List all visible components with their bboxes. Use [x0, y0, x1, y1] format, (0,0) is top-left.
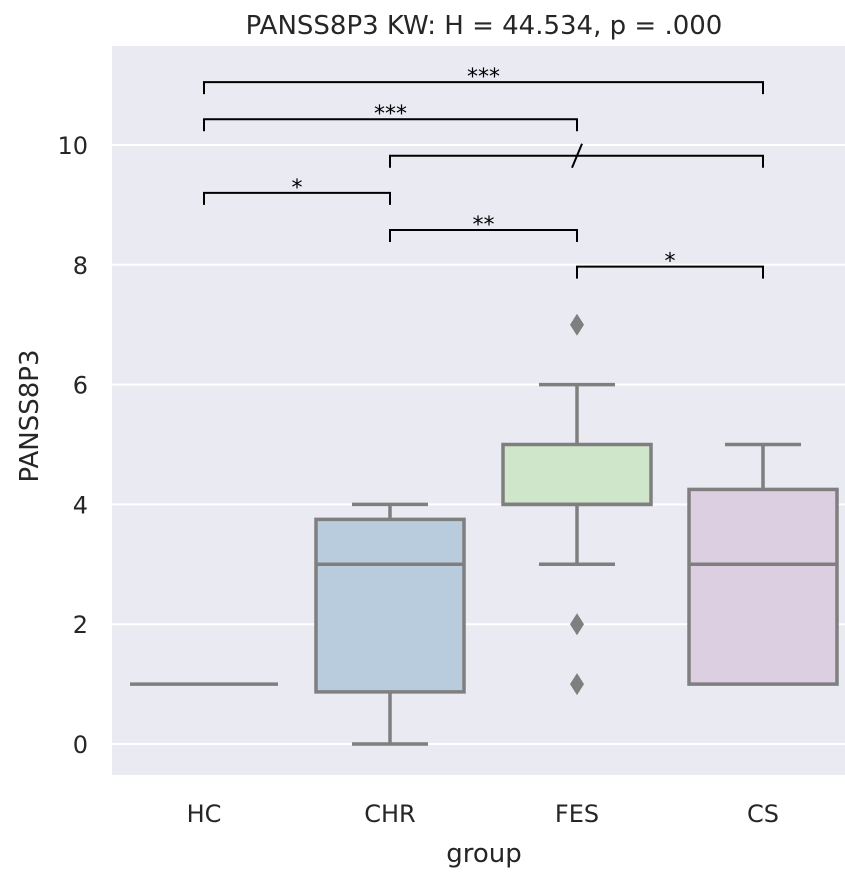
- y-tick-label-10: 10: [57, 132, 88, 160]
- significance-label-4: **: [473, 213, 495, 238]
- significance-bracket-fes-cs: *: [576, 250, 764, 279]
- bracket-line-4: [389, 229, 578, 243]
- box-body-fes: [501, 442, 653, 507]
- significance-label-3: *: [292, 176, 303, 201]
- y-tick-label-2: 2: [73, 611, 88, 639]
- bracket-line-0: [203, 81, 764, 95]
- y-tick-label-8: 8: [73, 252, 88, 280]
- significance-bracket-chr-fes: **: [389, 213, 578, 243]
- grid-lines: [112, 144, 845, 745]
- bracket-break-mark-2: [571, 143, 583, 169]
- boxes-layer: [130, 313, 839, 746]
- outlier-fes-1: [570, 613, 584, 636]
- outlier-fes-2: [570, 673, 584, 696]
- x-axis-label: group: [446, 839, 522, 869]
- bracket-line-3: [203, 191, 391, 205]
- x-tick-label-chr: CHR: [364, 800, 415, 828]
- significance-label-1: ***: [374, 102, 407, 127]
- significance-label-5: *: [665, 250, 676, 275]
- significance-bracket-hc-fes: ***: [203, 102, 578, 132]
- x-tick-labels: HC CHR FES CS: [187, 800, 779, 828]
- y-tick-labels: 0 2 4 6 8 10: [57, 132, 88, 759]
- box-cs: [687, 442, 839, 686]
- outlier-fes-0: [570, 313, 584, 336]
- significance-bracket-chr-cs: [389, 143, 764, 169]
- x-tick-label-cs: CS: [747, 800, 779, 828]
- box-body-cs: [687, 487, 839, 686]
- bracket-line-5: [576, 265, 764, 279]
- y-tick-label-4: 4: [73, 491, 88, 519]
- x-tick-label-hc: HC: [187, 800, 222, 828]
- significance-bracket-hc-cs: ***: [203, 65, 764, 95]
- bracket-line-1: [203, 118, 578, 132]
- significance-label-0: ***: [467, 65, 500, 90]
- significance-bracket-hc-chr: *: [203, 176, 391, 205]
- y-axis-label: PANSS8P3: [15, 349, 45, 482]
- box-fes: [501, 313, 653, 696]
- significance-layer: **********: [203, 65, 764, 279]
- chart-title: PANSS8P3 KW: H = 44.534, p = .000: [246, 11, 723, 41]
- y-tick-label-0: 0: [73, 731, 88, 759]
- x-tick-label-fes: FES: [555, 800, 599, 828]
- box-body-chr: [314, 517, 466, 694]
- y-tick-label-6: 6: [73, 372, 88, 400]
- box-chr: [314, 502, 466, 746]
